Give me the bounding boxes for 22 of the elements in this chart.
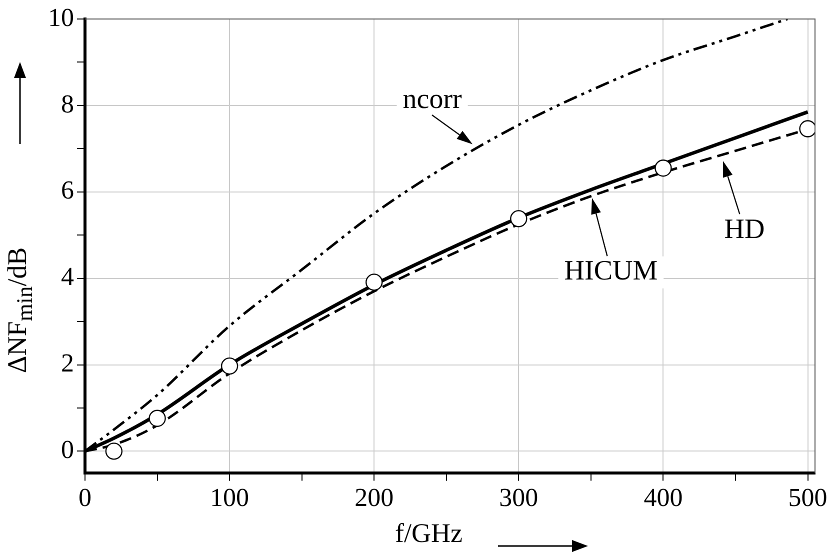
point (148, 410, 166, 427)
y-tick-label: 4 (61, 262, 74, 292)
point (799, 120, 815, 138)
x-axis-title: f/GHz (395, 518, 462, 549)
y-tick-label: 2 (61, 348, 74, 378)
point (510, 210, 528, 228)
y-tick-label: 0 (61, 435, 74, 464)
point (105, 442, 123, 460)
x-tick-label: 200 (354, 483, 394, 512)
x-tick-label: 500 (788, 483, 828, 512)
y-tick-label: 8 (61, 89, 74, 118)
point (220, 357, 238, 375)
annotation: HD (724, 214, 765, 245)
y-tick-label: 10 (48, 2, 74, 32)
point (654, 160, 672, 177)
x-tick-label: 400 (644, 483, 683, 512)
point (366, 274, 383, 291)
y-tick-label: 6 (61, 176, 74, 205)
annotation: HICUM (564, 256, 658, 287)
x-tick-label: 300 (499, 483, 538, 512)
x-tick-label: 100 (210, 483, 250, 512)
annotation: ncorr (402, 84, 463, 115)
